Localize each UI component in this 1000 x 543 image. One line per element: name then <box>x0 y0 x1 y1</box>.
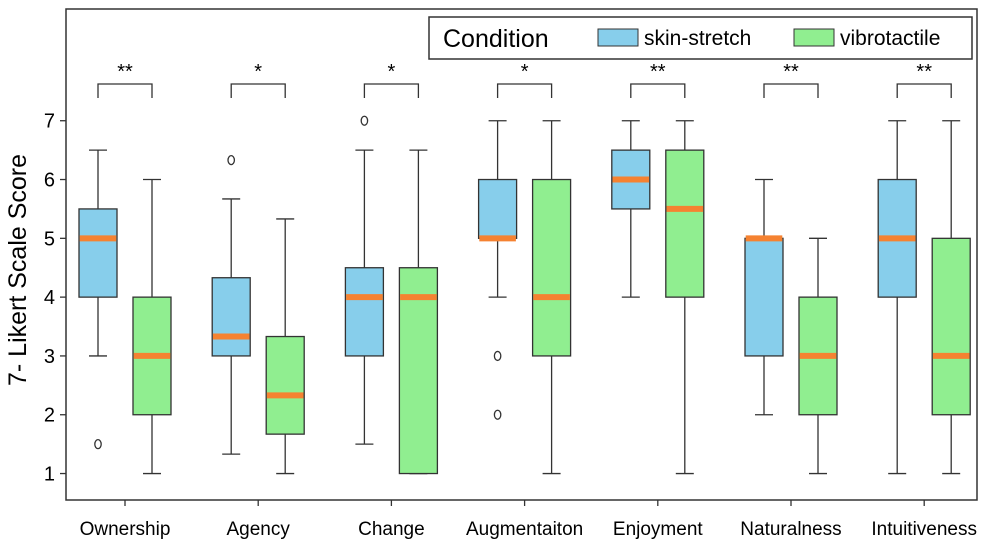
x-tick-label: Augmentaiton <box>466 519 583 540</box>
x-axis: Ownership Agency Change Augmentaiton Enjoyme… <box>80 500 977 540</box>
x-tick-label: Change <box>358 519 425 540</box>
legend-swatch-vibrotactile <box>793 28 835 47</box>
y-tick-label: 2 <box>44 405 55 427</box>
box-iqr <box>211 277 251 357</box>
box-vibrotactile-agency <box>265 218 305 475</box>
significance-bracket <box>363 83 420 98</box>
box-skin-stretch-intuitiveness <box>877 120 917 475</box>
outlier-point <box>94 438 102 450</box>
y-tick-label: 1 <box>44 464 55 486</box>
legend-label-vibrotactile: vibrotactile <box>840 27 940 50</box>
legend-swatch-skin-stretch <box>597 28 639 47</box>
significance-bracket <box>630 83 686 98</box>
outlier-point <box>360 115 369 126</box>
box-skin-stretch-enjoyment <box>611 120 651 298</box>
significance-bracket <box>230 83 286 98</box>
significance-label: ** <box>117 61 133 83</box>
box-vibrotactile-ownership <box>132 178 172 475</box>
box-vibrotactile-intuitiveness <box>931 120 971 475</box>
significance-annotations: ** * * * ** ** ** <box>97 61 952 98</box>
y-tick-label: 7 <box>44 111 55 133</box>
y-tick-label: 6 <box>44 170 55 192</box>
y-tick-label: 5 <box>44 228 55 250</box>
outlier-point <box>227 154 236 166</box>
box-iqr <box>665 149 705 298</box>
y-axis-title: 7- Likert Scale Score <box>4 154 32 386</box>
box-skin-stretch-augmentaiton <box>477 120 518 420</box>
outlier-point <box>493 409 502 420</box>
significance-label: * <box>521 61 529 83</box>
significance-label: ** <box>650 61 666 83</box>
box-vibrotactile-change <box>398 149 439 475</box>
legend-title: Condition <box>443 25 549 53</box>
x-tick-label: Ownership <box>80 519 171 540</box>
box-iqr <box>531 178 572 357</box>
box-vibrotactile-augmentaiton <box>531 120 572 475</box>
box-iqr <box>931 237 971 416</box>
y-tick-label: 3 <box>44 346 55 368</box>
significance-bracket <box>896 83 952 98</box>
legend-label-skin-stretch: skin-stretch <box>644 27 751 50</box>
x-tick-label: Agency <box>227 519 291 540</box>
box-vibrotactile-naturalness <box>798 237 838 475</box>
box-skin-stretch-ownership <box>78 149 118 450</box>
x-tick-label: Intuitiveness <box>871 519 977 540</box>
outlier-point <box>493 350 502 362</box>
x-tick-label: Naturalness <box>740 519 841 540</box>
box-iqr <box>78 208 118 298</box>
y-axis: 1 2 3 4 5 6 7 <box>44 111 66 486</box>
legend: Condition skin-stretch vibrotactile <box>428 16 973 60</box>
box-iqr <box>744 237 784 357</box>
box-iqr <box>398 267 439 475</box>
legend-frame <box>428 16 973 60</box>
y-tick-label: 4 <box>44 287 55 309</box>
box-skin-stretch-change <box>344 115 385 445</box>
box-iqr <box>265 335 305 435</box>
box-skin-stretch-naturalness <box>744 178 784 416</box>
significance-bracket <box>496 83 553 98</box>
significance-label: ** <box>916 61 932 83</box>
significance-label: ** <box>783 61 799 83</box>
significance-bracket <box>763 83 819 98</box>
significance-label: * <box>388 61 396 83</box>
box-iqr <box>477 178 518 239</box>
plot-area-frame <box>65 8 978 501</box>
box-series <box>78 115 971 475</box>
significance-label: * <box>254 61 262 83</box>
significance-bracket <box>97 83 153 98</box>
box-iqr <box>344 267 385 357</box>
x-tick-label: Enjoyment <box>613 519 703 540</box>
box-vibrotactile-enjoyment <box>665 120 705 475</box>
box-skin-stretch-agency <box>211 154 251 455</box>
